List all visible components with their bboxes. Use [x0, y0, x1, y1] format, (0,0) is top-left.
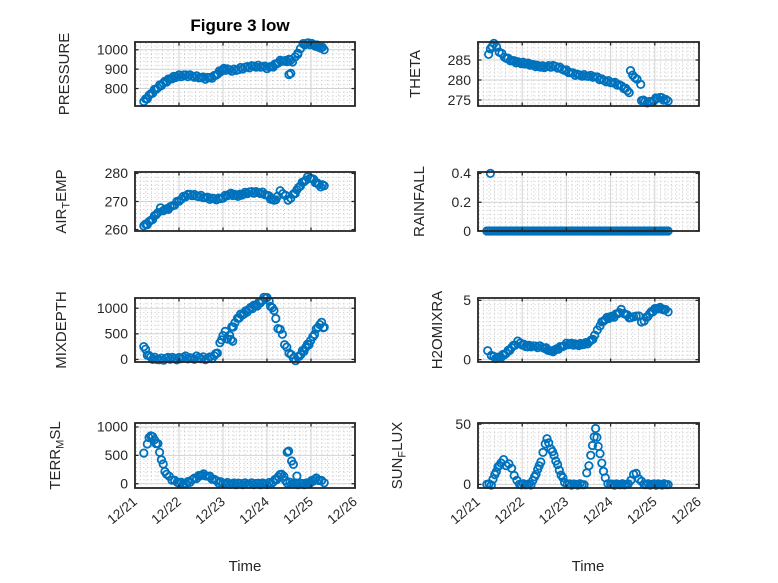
- y-tick-label: 0: [120, 476, 128, 492]
- y-tick-label: 285: [448, 52, 472, 68]
- data-points: [139, 431, 329, 490]
- y-tick-label: 0: [463, 223, 471, 239]
- x-tick-label: 12/22: [148, 494, 184, 527]
- y-axis-label-pressure: PRESSURE: [56, 33, 73, 116]
- y-tick-label: 260: [105, 221, 129, 237]
- y-tick-label: 0: [463, 476, 471, 492]
- y-tick-label: 0: [463, 351, 471, 367]
- data-points: [139, 292, 329, 366]
- y-tick-label: 900: [105, 61, 129, 77]
- y-axis-label-h2omixra: H2OMIXRA: [429, 291, 446, 369]
- major-grid: [479, 173, 698, 230]
- x-tick-label: 12/24: [580, 494, 616, 528]
- minor-grid: [479, 173, 698, 230]
- x-tick-label: 12/23: [192, 494, 228, 527]
- axis-ticks: [134, 423, 356, 488]
- axis-ticks: [134, 42, 356, 106]
- data-points: [483, 38, 673, 108]
- x-axis-title-left: Time: [229, 558, 262, 575]
- subplot-theta: 275 280 285 THETA: [407, 38, 700, 108]
- y-axis-label-sun-flux: SUNFLUX: [389, 422, 409, 490]
- y-tick-label: 280: [105, 165, 129, 181]
- y-tick-label: 500: [105, 326, 129, 342]
- axis-ticks: [477, 172, 700, 232]
- subplot-air-temp: 260 270 280 AIRTEMP: [53, 165, 356, 237]
- subplot-sun-flux: 0 50 SUNFLUX 12/21 12/22 12/23 12/24 12/25 12/26: [389, 416, 704, 527]
- subplot-h2omixra: 0 5 H2OMIXRA: [429, 291, 700, 369]
- y-axis-label-terr-msl: TERRMSL: [47, 421, 67, 489]
- data-points: [483, 302, 673, 364]
- data-points: [139, 172, 329, 231]
- y-axis-label-air-temp: AIRTEMP: [53, 169, 73, 233]
- y-tick-label: 5: [463, 292, 471, 308]
- y-tick-label: 0: [120, 351, 128, 367]
- y-tick-label: 1000: [97, 300, 128, 316]
- x-tick-label: 12/26: [324, 494, 360, 527]
- x-tick-label: 12/25: [624, 494, 660, 527]
- subplot-rainfall: 0 0.2 0.4 RAINFALL: [411, 165, 700, 239]
- axis-ticks: [134, 172, 356, 231]
- y-tick-label: 1000: [97, 419, 128, 435]
- y-tick-label: 275: [448, 92, 472, 108]
- y-tick-label: 270: [105, 193, 129, 209]
- x-tick-label: 12/23: [536, 494, 572, 527]
- x-tick-label: 12/22: [492, 494, 528, 527]
- y-tick-label: 280: [448, 72, 472, 88]
- subplot-pressure: 800 900 1000 PRESSURE: [56, 33, 356, 116]
- axis-ticks: [477, 298, 700, 362]
- subplot-terr-msl: 0 500 1000 TERRMSL 12/21 12/22 12/23 12/24 12/25…: [47, 419, 360, 527]
- axis-ticks: [477, 42, 700, 106]
- y-tick-label: 0.2: [452, 194, 472, 210]
- y-axis-label-theta: THETA: [407, 50, 424, 98]
- y-tick-label: 0.4: [452, 165, 472, 181]
- x-tick-label: 12/21: [104, 494, 140, 527]
- data-points: [139, 38, 329, 107]
- minor-grid: [136, 424, 354, 487]
- y-tick-label: 800: [105, 80, 129, 96]
- axis-ticks: [134, 298, 356, 362]
- figure-title: Figure 3 low: [190, 16, 290, 35]
- axis-ticks: [477, 423, 700, 488]
- y-tick-label: 1000: [97, 42, 128, 58]
- major-grid: [479, 299, 698, 361]
- y-tick-label: 50: [455, 416, 471, 432]
- x-tick-label: 12/21: [447, 494, 483, 527]
- subplots-container: 800 900 1000 PRESSURE 275 280 285 THETA 260 270 28…: [47, 33, 704, 527]
- subplot-mixdepth: 0 500 1000 MIXDEPTH: [53, 291, 356, 369]
- x-tick-label: 12/26: [668, 494, 704, 527]
- data-points: [482, 423, 673, 490]
- x-axis-title-right: Time: [572, 558, 605, 575]
- y-tick-label: 500: [105, 447, 129, 463]
- x-tick-label: 12/25: [280, 494, 316, 527]
- x-tick-label: 12/24: [236, 494, 272, 528]
- y-axis-label-rainfall: RAINFALL: [411, 166, 428, 237]
- y-axis-label-mixdepth: MIXDEPTH: [53, 291, 70, 369]
